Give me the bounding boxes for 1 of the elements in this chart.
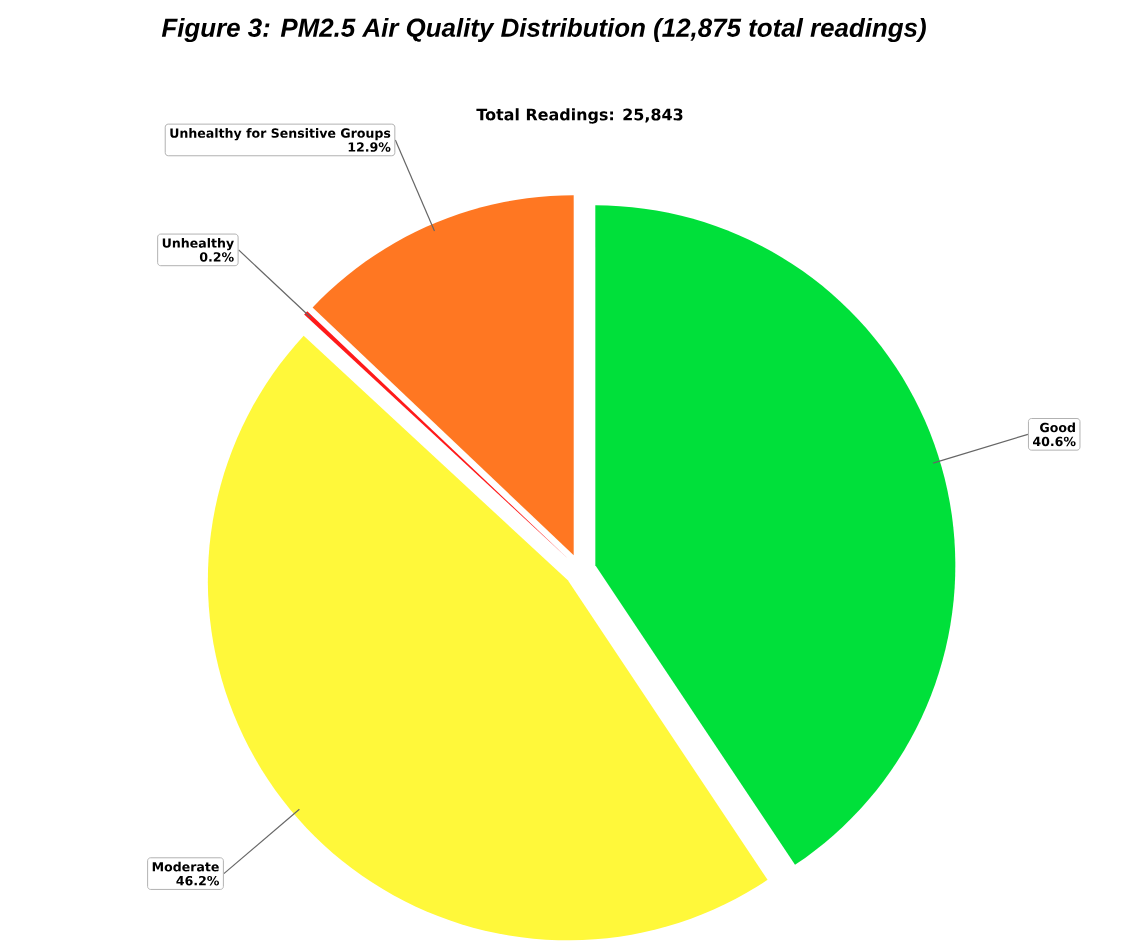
chart-title: Figure 3: PM2.5 Air Quality Distribution (12,875 total readings) <box>161 17 926 43</box>
